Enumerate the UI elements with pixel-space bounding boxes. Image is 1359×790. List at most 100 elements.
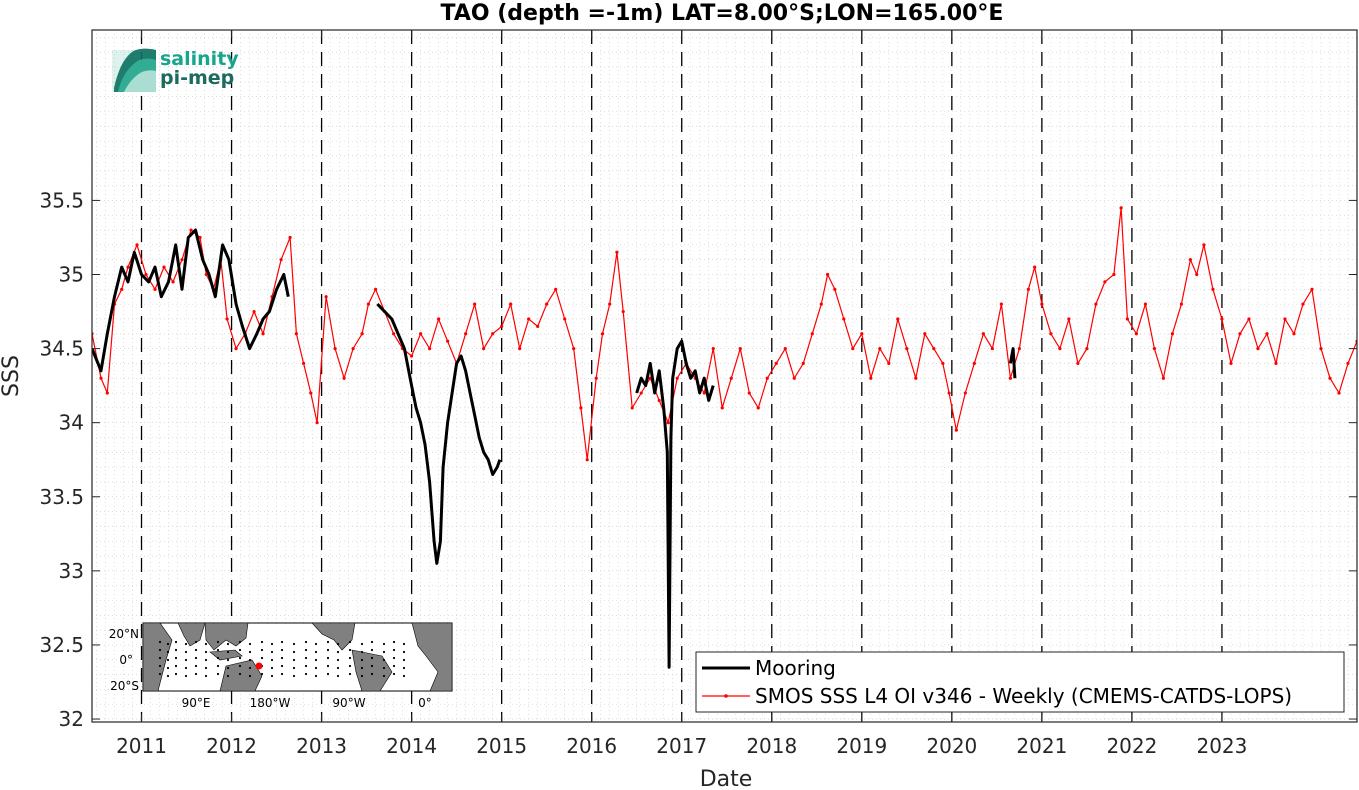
map-dot xyxy=(194,640,198,644)
series-smos-point xyxy=(600,332,605,336)
series-smos-point xyxy=(324,295,328,299)
series-smos-point xyxy=(1152,346,1157,351)
series-smos-point xyxy=(509,302,513,306)
x-tick-label: 2013 xyxy=(296,734,347,758)
land-india xyxy=(177,623,206,647)
series-smos-point xyxy=(1229,361,1233,366)
series-smos-point xyxy=(374,287,378,291)
map-dot xyxy=(348,648,352,652)
series-smos-point xyxy=(896,317,900,321)
series-smos-point xyxy=(1202,243,1206,247)
series-smos-point xyxy=(1103,280,1107,284)
map-dot xyxy=(204,658,208,662)
series-smos-point xyxy=(1256,346,1260,351)
series-smos-point xyxy=(963,391,967,395)
map-dot xyxy=(304,640,308,644)
series-smos-point xyxy=(1017,346,1021,351)
series-smos-point xyxy=(234,346,238,351)
x-tick-label: 2015 xyxy=(476,734,527,758)
series-smos-point xyxy=(1094,302,1098,306)
map-dot xyxy=(326,640,330,644)
series-smos-point xyxy=(464,332,468,336)
map-dot xyxy=(194,648,198,652)
series-smos-point xyxy=(887,361,891,366)
map-dot xyxy=(360,642,364,646)
map-dot xyxy=(336,674,340,678)
map-dot xyxy=(392,640,396,644)
series-smos-point xyxy=(905,346,909,351)
series-smos-point xyxy=(428,346,432,351)
x-tick-label: 2018 xyxy=(746,734,797,758)
year-boundary-lines xyxy=(140,30,1223,722)
y-tick-label: 35.5 xyxy=(39,188,84,212)
map-dot xyxy=(216,640,220,644)
map-dot xyxy=(248,642,252,646)
map-dot xyxy=(348,656,352,660)
map-dot xyxy=(280,656,284,660)
map-dot xyxy=(304,656,308,660)
map-dot xyxy=(292,658,296,662)
series-smos-point xyxy=(536,324,540,328)
series-smos-point xyxy=(738,346,742,351)
mooring-array-dots xyxy=(158,640,406,678)
land-australia xyxy=(219,659,263,691)
map-dot xyxy=(370,672,374,676)
map-dot xyxy=(204,674,208,678)
series-smos-point xyxy=(947,391,951,395)
map-dot xyxy=(270,674,274,678)
series-smos-point xyxy=(1008,376,1012,380)
y-tick-label: 35 xyxy=(59,262,84,286)
legend: Mooring SMOS SSS L4 OI v346 - Weekly (CM… xyxy=(695,651,1345,713)
map-dot xyxy=(392,664,396,668)
series-smos-point xyxy=(1220,317,1224,321)
map-dot xyxy=(184,642,188,646)
series-smos-point xyxy=(1247,317,1251,321)
chart-title: TAO (depth =-1m) LAT=8.00°S;LON=165.00°E xyxy=(441,1,1004,26)
y-tick-label: 32.5 xyxy=(39,633,84,657)
series-smos-point xyxy=(1143,302,1148,306)
series-smos-point xyxy=(288,235,292,240)
map-dot xyxy=(402,642,406,646)
series-smos-point xyxy=(860,332,864,336)
series-smos-point xyxy=(1161,376,1166,380)
series-smos-point xyxy=(144,272,148,277)
map-dot xyxy=(204,642,208,646)
series-smos-point xyxy=(1049,332,1053,336)
series-smos-point xyxy=(99,376,103,380)
series-smos-point xyxy=(810,332,814,336)
series-smos-point xyxy=(126,265,130,269)
map-dot xyxy=(204,650,208,654)
map-dot xyxy=(260,672,264,676)
map-dot xyxy=(314,666,318,670)
x-tick-label: 2011 xyxy=(116,734,167,758)
logo-wave-light xyxy=(124,70,156,92)
map-dot xyxy=(238,640,242,644)
series-smos-point xyxy=(446,339,450,343)
map-lat-label-20n: 20°N xyxy=(109,627,139,641)
map-dot xyxy=(248,666,252,670)
map-dot xyxy=(336,642,340,646)
map-dot xyxy=(326,672,330,676)
series-smos-point xyxy=(1026,287,1030,291)
map-dot xyxy=(216,656,220,660)
x-tick-label: 2021 xyxy=(1016,734,1067,758)
series-smos-point xyxy=(563,317,567,321)
y-tick-label: 34.5 xyxy=(39,337,84,361)
map-dot xyxy=(370,640,374,644)
series-smos-point xyxy=(1067,317,1071,321)
series-smos-point xyxy=(315,421,319,425)
series-smos-point xyxy=(309,391,313,395)
map-dot xyxy=(184,658,188,662)
series-smos-point xyxy=(419,332,423,336)
series-smos-point xyxy=(491,332,495,336)
series-smos-point xyxy=(1238,332,1242,336)
series-smos-point xyxy=(756,406,760,410)
series-smos-point xyxy=(279,258,283,262)
series-smos-point xyxy=(261,332,265,336)
map-dot xyxy=(238,648,242,652)
series-smos-point xyxy=(1119,206,1123,210)
series-smos-point xyxy=(878,346,882,351)
series-smos-point xyxy=(360,332,364,336)
map-dot xyxy=(174,648,178,652)
map-dot xyxy=(292,650,296,654)
